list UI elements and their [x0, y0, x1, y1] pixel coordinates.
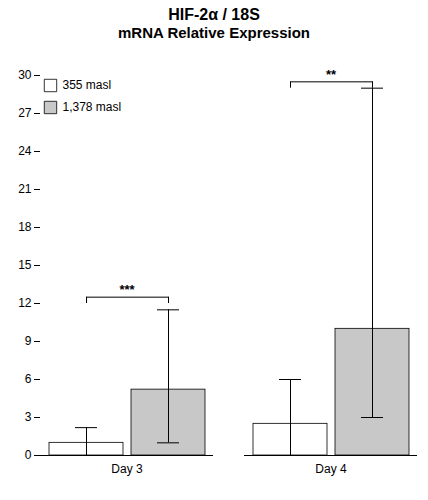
svg-text:Day 3: Day 3	[111, 462, 143, 476]
svg-text:12: 12	[18, 296, 32, 310]
svg-text:1,378 masl: 1,378 masl	[63, 100, 122, 114]
svg-text:0: 0	[25, 448, 32, 462]
svg-text:18: 18	[18, 220, 32, 234]
svg-text:3: 3	[25, 410, 32, 424]
svg-text:27: 27	[18, 106, 32, 120]
svg-text:***: ***	[119, 282, 135, 297]
svg-text:15: 15	[18, 258, 32, 272]
svg-text:**: **	[326, 67, 337, 82]
svg-text:9: 9	[25, 334, 32, 348]
svg-text:21: 21	[18, 182, 32, 196]
html-text:mRNA Relative Expression: mRNA Relative Expression	[118, 24, 310, 41]
svg-text:355 masl: 355 masl	[63, 78, 112, 92]
svg-text:24: 24	[18, 144, 32, 158]
html-text:HIF-2α / 18S: HIF-2α / 18S	[168, 6, 260, 23]
svg-text:Day 4: Day 4	[315, 462, 347, 476]
svg-text:6: 6	[25, 372, 32, 386]
svg-text:30: 30	[18, 68, 32, 82]
